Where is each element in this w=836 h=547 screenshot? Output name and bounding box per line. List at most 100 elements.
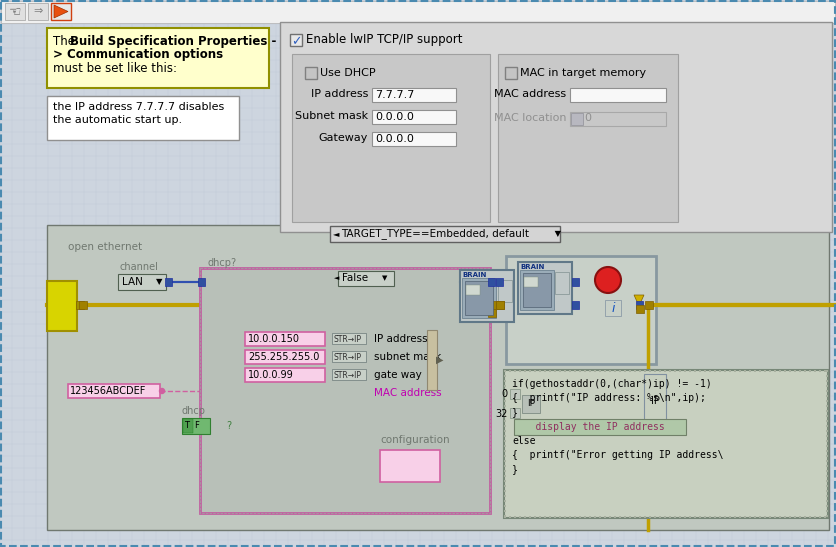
Bar: [292, 54, 490, 222]
Bar: [504, 375, 506, 377]
Bar: [609, 516, 611, 518]
Bar: [739, 516, 741, 518]
Bar: [570, 88, 666, 102]
Bar: [654, 370, 656, 372]
Bar: [826, 430, 828, 432]
Bar: [689, 516, 691, 518]
Text: 123456ABCDEF: 123456ABCDEF: [70, 386, 146, 396]
Bar: [488, 309, 496, 317]
Bar: [664, 516, 666, 518]
Text: configuration: configuration: [380, 435, 450, 445]
Bar: [694, 516, 696, 518]
Text: {  printf("Error getting IP address\: { printf("Error getting IP address\: [512, 450, 723, 460]
Text: Enable lwIP TCP/IP support: Enable lwIP TCP/IP support: [306, 33, 462, 46]
Bar: [559, 370, 561, 372]
Bar: [634, 370, 636, 372]
Bar: [826, 375, 828, 377]
Bar: [769, 370, 771, 372]
Bar: [332, 369, 366, 380]
Bar: [674, 370, 676, 372]
Bar: [719, 370, 721, 372]
Bar: [510, 408, 520, 418]
Circle shape: [595, 267, 621, 293]
Bar: [504, 440, 506, 442]
Bar: [504, 415, 506, 417]
Bar: [504, 460, 506, 462]
Bar: [514, 370, 516, 372]
Bar: [504, 470, 506, 472]
Text: ▶: ▶: [436, 355, 444, 365]
Text: }: }: [512, 407, 517, 417]
Bar: [664, 370, 666, 372]
Bar: [644, 374, 666, 428]
Text: 10.0.0.150: 10.0.0.150: [248, 334, 300, 344]
Bar: [779, 370, 781, 372]
Bar: [699, 370, 701, 372]
Text: IP address: IP address: [374, 334, 428, 344]
Bar: [514, 516, 516, 518]
Bar: [826, 425, 828, 427]
Text: must be set like this:: must be set like this:: [53, 62, 177, 75]
Bar: [614, 516, 616, 518]
Bar: [498, 54, 678, 222]
Text: ▼: ▼: [552, 230, 561, 238]
Bar: [809, 370, 811, 372]
Bar: [814, 516, 816, 518]
Bar: [504, 455, 506, 457]
Bar: [814, 370, 816, 372]
Bar: [380, 450, 440, 482]
Bar: [649, 370, 651, 372]
Bar: [744, 516, 746, 518]
Text: F: F: [194, 422, 199, 430]
Bar: [734, 516, 736, 518]
Bar: [749, 370, 751, 372]
Bar: [694, 370, 696, 372]
Bar: [47, 281, 77, 331]
Bar: [574, 516, 576, 518]
Bar: [504, 420, 506, 422]
Bar: [826, 385, 828, 387]
Bar: [47, 225, 829, 530]
Text: TARGET_TYPE==Embedded, default: TARGET_TYPE==Embedded, default: [341, 229, 529, 240]
Bar: [47, 96, 239, 140]
Bar: [594, 370, 596, 372]
Bar: [826, 380, 828, 382]
Bar: [182, 418, 210, 434]
Bar: [504, 400, 506, 402]
Bar: [644, 516, 646, 518]
Bar: [719, 516, 721, 518]
Bar: [744, 370, 746, 372]
Bar: [290, 34, 302, 46]
Bar: [523, 273, 551, 307]
Bar: [564, 370, 566, 372]
Bar: [504, 516, 506, 518]
Bar: [789, 370, 791, 372]
Text: IP: IP: [527, 399, 535, 409]
Bar: [534, 516, 536, 518]
Bar: [570, 112, 666, 126]
Bar: [504, 500, 506, 502]
Bar: [509, 370, 511, 372]
Bar: [636, 305, 644, 313]
Bar: [569, 370, 571, 372]
Text: STR→IP: STR→IP: [333, 352, 361, 362]
Bar: [689, 370, 691, 372]
Bar: [709, 516, 711, 518]
Bar: [824, 370, 826, 372]
Bar: [372, 110, 456, 124]
Bar: [506, 256, 656, 364]
Bar: [619, 516, 621, 518]
Bar: [624, 516, 626, 518]
Bar: [604, 516, 606, 518]
Text: the IP address 7.7.7.7 disables: the IP address 7.7.7.7 disables: [53, 102, 224, 112]
Bar: [504, 510, 506, 512]
Bar: [372, 132, 456, 146]
Bar: [504, 385, 506, 387]
Bar: [819, 370, 821, 372]
Bar: [599, 516, 601, 518]
Bar: [245, 350, 325, 364]
Bar: [659, 516, 661, 518]
Bar: [504, 480, 506, 482]
Bar: [504, 370, 506, 372]
Bar: [679, 516, 681, 518]
